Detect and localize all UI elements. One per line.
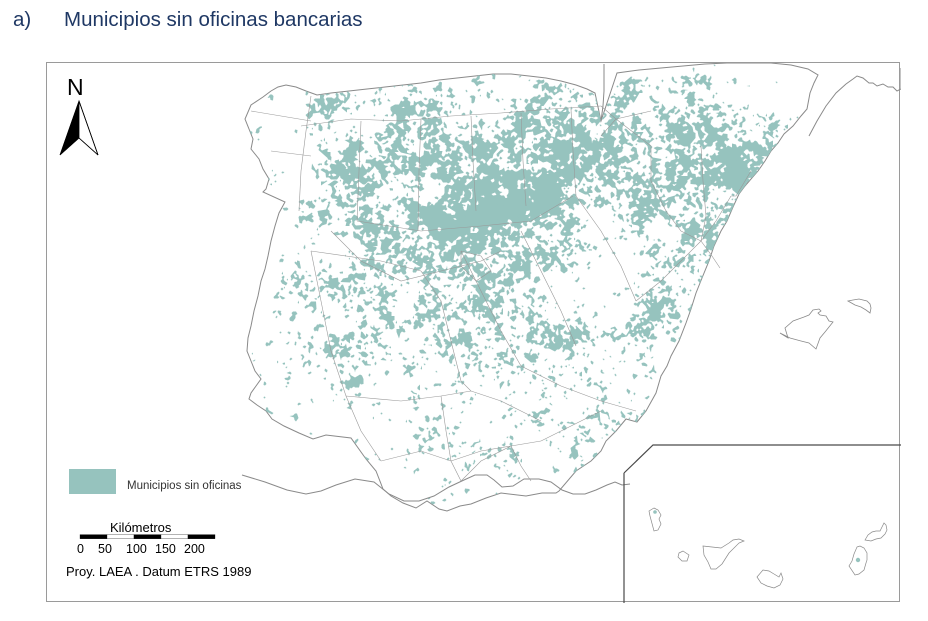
svg-text:100: 100 [126, 542, 147, 556]
svg-text:200: 200 [184, 542, 205, 556]
svg-text:Municipios sin oficinas: Municipios sin oficinas [127, 480, 242, 492]
svg-text:150: 150 [155, 542, 176, 556]
svg-text:Kilómetros: Kilómetros [110, 520, 172, 535]
svg-text:0: 0 [77, 542, 84, 556]
svg-text:Proy. LAEA . Datum ETRS 1989: Proy. LAEA . Datum ETRS 1989 [66, 564, 251, 579]
svg-text:50: 50 [98, 542, 112, 556]
svg-text:N: N [67, 74, 84, 100]
